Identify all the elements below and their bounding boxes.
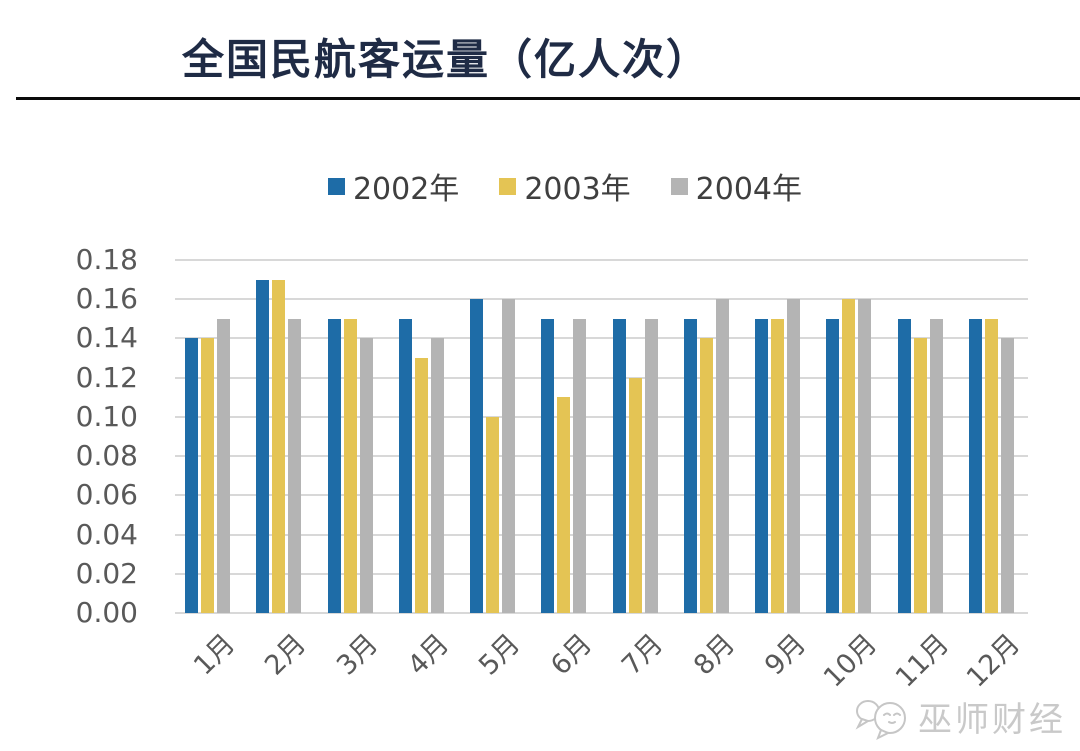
bar-group-1月 [185, 260, 230, 613]
gridline [175, 298, 1028, 301]
bar-2004年-4月 [430, 338, 444, 613]
gridline [175, 337, 1028, 340]
bar-group-6月 [541, 260, 587, 613]
y-tick-label: 0.06 [75, 478, 138, 512]
bar-2003年-10月 [842, 299, 856, 613]
bar-2003年-6月 [557, 397, 571, 613]
bar-2004年-5月 [502, 299, 516, 613]
bar-2002年-1月 [185, 338, 198, 613]
bar-2002年-10月 [826, 318, 840, 613]
bar-2003年-8月 [699, 338, 713, 613]
bar-2004年-6月 [573, 318, 587, 613]
bar-2003年-9月 [771, 318, 785, 613]
bar-group-3月 [327, 260, 373, 613]
legend-label: 2003年 [524, 172, 631, 207]
bar-2004年-7月 [644, 318, 658, 613]
bar-2003年-7月 [628, 377, 642, 613]
legend-item-2002年: 2002年 [327, 164, 460, 208]
bar-2004年-10月 [858, 299, 872, 613]
y-tick-label: 0.02 [75, 556, 138, 590]
bar-2004年-2月 [288, 318, 302, 613]
bar-group-7月 [612, 260, 658, 613]
bar-2002年-3月 [327, 318, 341, 613]
bar-group-10月 [826, 260, 872, 613]
plot-area [175, 259, 1028, 614]
bar-2003年-2月 [272, 279, 286, 613]
legend-label: 2002年 [352, 172, 460, 207]
legend-label: 2004年 [695, 172, 803, 207]
y-tick-label: 0.10 [75, 399, 138, 433]
bar-2004年-3月 [359, 338, 373, 613]
gridline [175, 494, 1028, 497]
legend-swatch-icon [499, 177, 517, 195]
legend-swatch-icon [670, 177, 688, 195]
bar-2002年-4月 [398, 318, 412, 613]
bar-group-12月 [968, 260, 1014, 613]
bar-2002年-9月 [755, 318, 769, 613]
bar-group-4月 [398, 260, 444, 613]
bar-2002年-2月 [256, 279, 270, 613]
bar-2002年-11月 [897, 318, 911, 613]
bar-group-8月 [683, 260, 729, 613]
bar-2003年-3月 [343, 318, 357, 613]
y-tick-label: 0.14 [75, 321, 138, 355]
y-tick-label: 0.04 [75, 517, 138, 551]
legend-item-2003年: 2003年 [499, 164, 631, 208]
gridline [175, 259, 1028, 261]
bar-2003年-11月 [913, 338, 927, 613]
bar-group-11月 [897, 260, 943, 613]
bar-2003年-4月 [414, 358, 428, 613]
legend-swatch-icon [327, 177, 345, 195]
bar-2003年-5月 [486, 416, 500, 613]
y-tick-label: 0.18 [75, 243, 138, 276]
bar-2004年-9月 [787, 299, 801, 613]
legend: 2002年 2003年 2004年 [25, 164, 1080, 208]
y-tick-label: 0.00 [75, 596, 138, 629]
title-divider [16, 97, 1080, 100]
bar-2003年-1月 [201, 338, 214, 613]
bar-2002年-12月 [968, 318, 982, 613]
bar-2002年-8月 [683, 318, 697, 613]
gridline [175, 415, 1028, 418]
y-tick-label: 0.08 [75, 439, 138, 473]
gridline [175, 455, 1028, 458]
watermark-logo-icon [855, 700, 906, 741]
bar-2002年-6月 [541, 318, 555, 613]
bar-2004年-1月 [217, 318, 230, 613]
legend-item-2004年: 2004年 [670, 164, 803, 208]
bar-2002年-7月 [612, 318, 626, 613]
y-tick-label: 0.16 [75, 282, 138, 316]
y-tick-label: 0.12 [75, 360, 138, 394]
bar-2004年-12月 [1000, 338, 1014, 613]
gridline [175, 533, 1028, 536]
bar-2004年-8月 [715, 299, 729, 613]
bar-group-2月 [256, 260, 302, 613]
watermark-text: 巫师财经 [918, 699, 1066, 740]
bar-2003年-12月 [984, 318, 998, 613]
gridline [175, 572, 1028, 575]
bar-2004年-11月 [929, 318, 943, 613]
gridline [175, 376, 1028, 379]
gridline [175, 612, 1028, 614]
bar-2002年-5月 [470, 299, 484, 613]
bar-group-5月 [470, 260, 516, 613]
bar-group-9月 [755, 260, 801, 613]
chart-title: 全国民航客运量（亿人次） [182, 35, 711, 84]
watermark: 巫师财经 [854, 691, 1066, 741]
